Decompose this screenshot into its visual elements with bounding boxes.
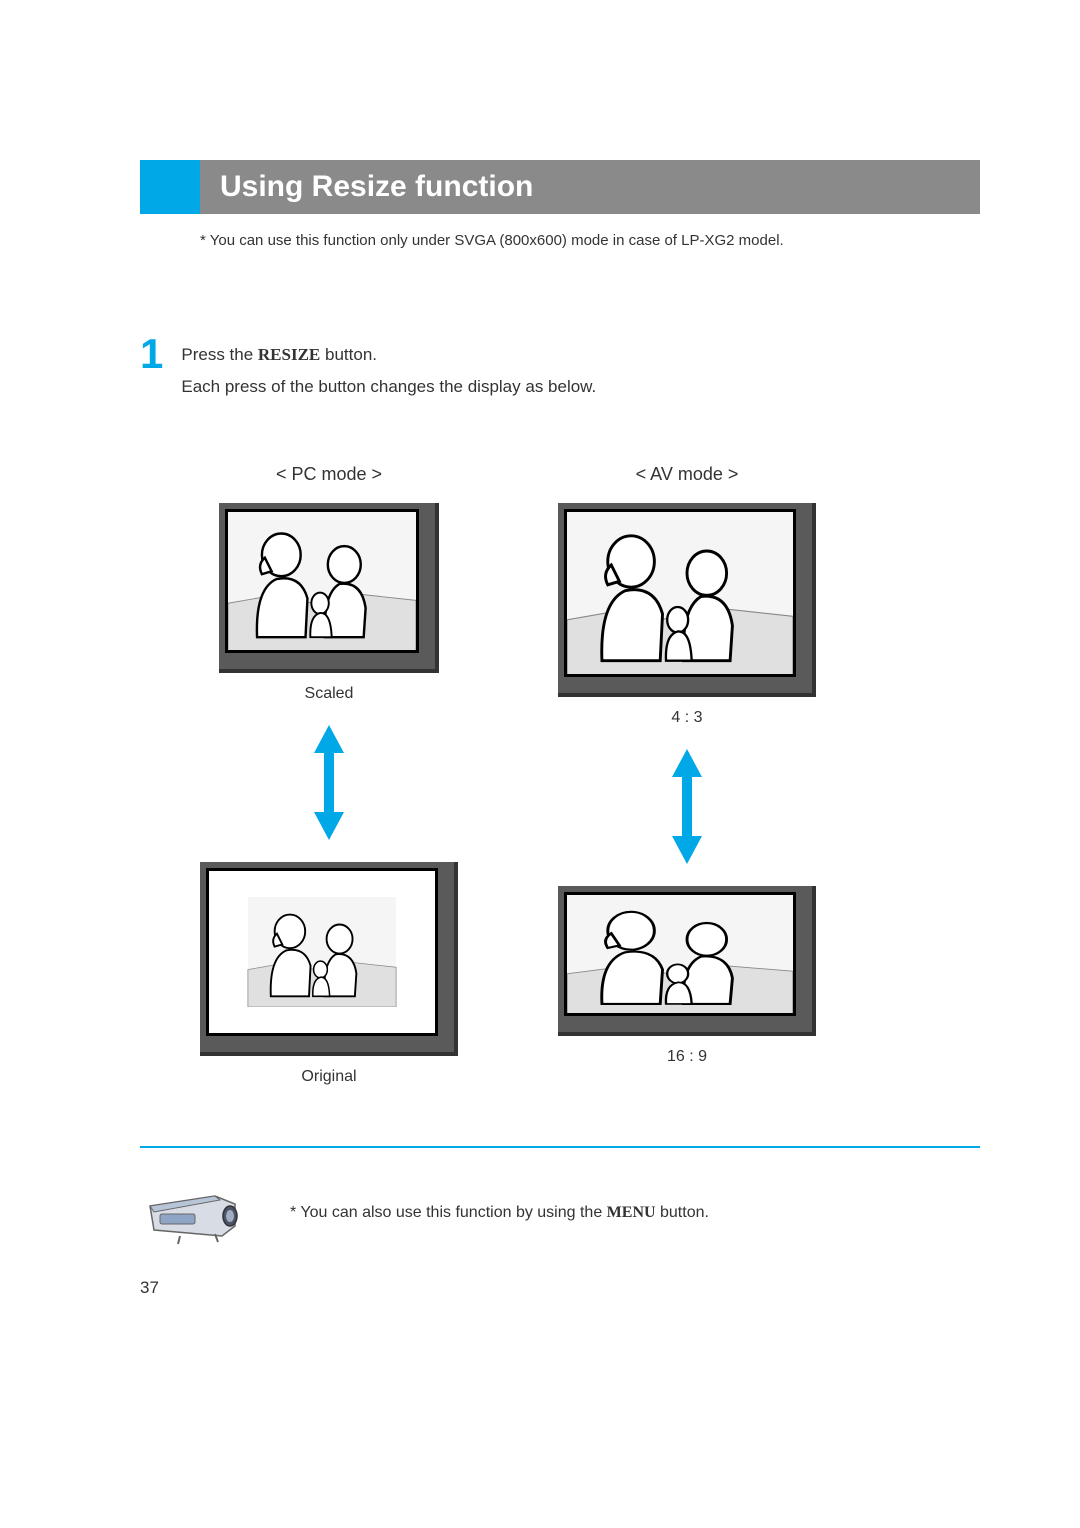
step-line1-post: button.	[320, 345, 377, 364]
illustration-icon	[247, 897, 397, 1007]
step-line2: Each press of the button changes the dis…	[181, 371, 596, 403]
pc-original-frame	[200, 862, 458, 1056]
footer-note-bold: MENU	[607, 1204, 656, 1221]
step-1: 1 Press the RESIZE button. Each press of…	[140, 339, 980, 404]
step-line1-bold: RESIZE	[258, 345, 320, 364]
step-number: 1	[140, 333, 163, 375]
av-43-caption: 4 : 3	[671, 709, 702, 727]
pc-scaled-inner	[225, 509, 419, 653]
av-169-frame	[558, 886, 816, 1036]
pc-mode-column: < PC mode > Scaled	[200, 464, 458, 1086]
pc-original-inner	[206, 868, 438, 1036]
step-line1-pre: Press the	[181, 345, 258, 364]
pc-scaled-frame	[219, 503, 439, 673]
pc-scaled-caption: Scaled	[305, 685, 354, 703]
double-arrow-icon	[314, 725, 344, 840]
pc-mode-label: < PC mode >	[276, 464, 382, 485]
illustration-icon	[228, 509, 416, 653]
footer-note: * You can also use this function by usin…	[290, 1204, 709, 1222]
footer-note-pre: * You can also use this function by usin…	[290, 1204, 607, 1221]
projector-icon	[140, 1178, 250, 1248]
av-43-inner	[564, 509, 796, 677]
step-text: Press the RESIZE button. Each press of t…	[181, 339, 596, 404]
title-bar: Using Resize function	[140, 160, 980, 214]
footer-note-post: button.	[656, 1204, 709, 1221]
section-divider	[140, 1146, 980, 1148]
subtitle-note: * You can use this function only under S…	[200, 232, 980, 249]
av-169-inner	[564, 892, 796, 1016]
page-number: 37	[140, 1278, 980, 1298]
av-mode-column: < AV mode > 4 : 3	[558, 464, 816, 1086]
av-43-frame	[558, 503, 816, 697]
double-arrow-icon	[672, 749, 702, 864]
footer-row: * You can also use this function by usin…	[140, 1178, 980, 1248]
av-mode-label: < AV mode >	[636, 464, 739, 485]
illustration-icon	[567, 509, 793, 677]
title-accent-block	[140, 160, 200, 214]
illustration-icon	[567, 892, 793, 1016]
page-title: Using Resize function	[200, 160, 980, 214]
pc-original-caption: Original	[301, 1068, 356, 1086]
av-169-caption: 16 : 9	[667, 1048, 707, 1066]
modes-row: < PC mode > Scaled	[200, 464, 980, 1086]
